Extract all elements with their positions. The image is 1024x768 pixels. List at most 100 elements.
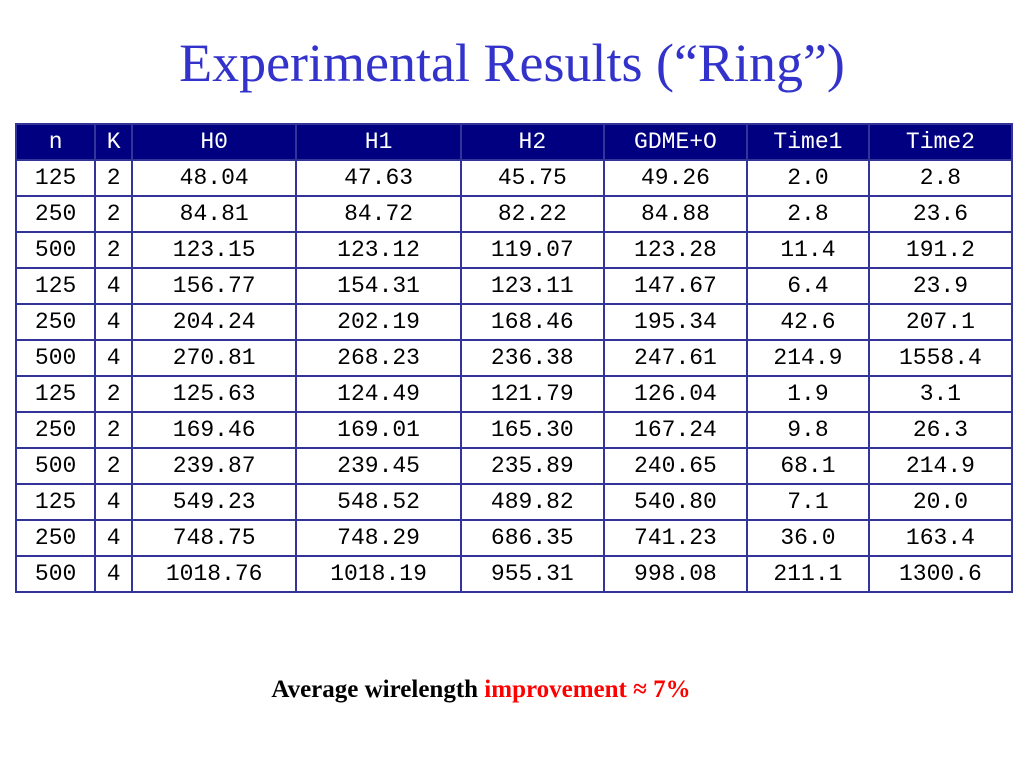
cell-k: 2 xyxy=(94,375,133,413)
cell-time1: 68.1 xyxy=(746,447,870,485)
cell-h2: 119.07 xyxy=(459,231,605,269)
cell-time1: 2.0 xyxy=(746,159,870,197)
cell-h0: 748.75 xyxy=(130,519,298,557)
cell-gdme-o: 123.28 xyxy=(602,231,749,269)
footer-approx: ≈ 7% xyxy=(626,676,691,703)
table-row: 125 4 549.23 548.52 489.82 540.80 7.1 20.0 xyxy=(14,483,1014,521)
cell-h0: 169.46 xyxy=(130,411,298,449)
slide-title: Experimental Results (“Ring”) xyxy=(179,33,845,93)
cell-time1: 7.1 xyxy=(746,483,870,521)
table-body: 125 2 48.04 47.63 45.75 49.26 2.0 2.8 250 2 84.81 8… xyxy=(14,159,1014,593)
cell-time2: 1558.4 xyxy=(867,339,1014,377)
cell-gdme-o: 741.23 xyxy=(602,519,749,557)
cell-k: 2 xyxy=(94,447,133,485)
table-row: 125 2 125.63 124.49 121.79 126.04 1.9 3.1 xyxy=(14,375,1014,413)
cell-h2: 236.38 xyxy=(459,339,605,377)
cell-k: 2 xyxy=(94,231,133,269)
cell-time1: 6.4 xyxy=(746,267,870,305)
cell-gdme-o: 126.04 xyxy=(602,375,749,413)
cell-n: 125 xyxy=(14,375,97,413)
cell-gdme-o: 167.24 xyxy=(602,411,749,449)
cell-h1: 169.01 xyxy=(295,411,462,449)
cell-h2: 489.82 xyxy=(459,483,605,521)
cell-h2: 82.22 xyxy=(459,195,605,233)
cell-time2: 23.6 xyxy=(867,195,1014,233)
footer-note: Average wirelength improvement ≈ 7% xyxy=(0,676,962,704)
cell-n: 125 xyxy=(14,483,97,521)
cell-gdme-o: 540.80 xyxy=(602,483,749,521)
cell-time1: 9.8 xyxy=(746,411,870,449)
cell-n: 125 xyxy=(14,159,97,197)
table-row: 250 4 204.24 202.19 168.46 195.34 42.6 207.1 xyxy=(14,303,1014,341)
cell-k: 2 xyxy=(94,195,133,233)
cell-time2: 207.1 xyxy=(867,303,1014,341)
cell-h2: 123.11 xyxy=(459,267,605,305)
cell-h0: 549.23 xyxy=(130,483,298,521)
cell-n: 500 xyxy=(14,447,97,485)
cell-gdme-o: 49.26 xyxy=(602,159,749,197)
cell-h2: 168.46 xyxy=(459,303,605,341)
cell-h0: 84.81 xyxy=(130,195,298,233)
cell-n: 500 xyxy=(14,231,97,269)
cell-k: 4 xyxy=(94,483,133,521)
cell-h2: 165.30 xyxy=(459,411,605,449)
table-row: 250 4 748.75 748.29 686.35 741.23 36.0 163.4 xyxy=(14,519,1014,557)
cell-h1: 268.23 xyxy=(295,339,462,377)
table-row: 250 2 84.81 84.72 82.22 84.88 2.8 23.6 xyxy=(14,195,1014,233)
cell-time2: 191.2 xyxy=(867,231,1014,269)
cell-time2: 20.0 xyxy=(867,483,1014,521)
cell-time2: 2.8 xyxy=(867,159,1014,197)
cell-k: 4 xyxy=(94,339,133,377)
cell-time2: 23.9 xyxy=(867,267,1014,305)
cell-h0: 125.63 xyxy=(130,375,298,413)
cell-h1: 123.12 xyxy=(295,231,462,269)
header-h1: H1 xyxy=(295,123,462,161)
cell-h0: 1018.76 xyxy=(130,555,298,593)
cell-gdme-o: 240.65 xyxy=(602,447,749,485)
cell-n: 250 xyxy=(14,195,97,233)
cell-time1: 42.6 xyxy=(746,303,870,341)
results-table: n K H0 H1 H2 GDME+O Time1 Time2 125 2 48.0… xyxy=(14,123,1014,593)
cell-time2: 1300.6 xyxy=(867,555,1014,593)
header-time1: Time1 xyxy=(746,123,870,161)
cell-k: 2 xyxy=(94,411,133,449)
header-h2: H2 xyxy=(459,123,605,161)
cell-gdme-o: 998.08 xyxy=(602,555,749,593)
cell-time1: 214.9 xyxy=(746,339,870,377)
cell-gdme-o: 147.67 xyxy=(602,267,749,305)
header-k: K xyxy=(94,123,133,161)
cell-h2: 955.31 xyxy=(459,555,605,593)
cell-time2: 26.3 xyxy=(867,411,1014,449)
cell-time1: 2.8 xyxy=(746,195,870,233)
cell-h2: 45.75 xyxy=(459,159,605,197)
header-gdme-o: GDME+O xyxy=(602,123,749,161)
cell-n: 250 xyxy=(14,303,97,341)
cell-h0: 239.87 xyxy=(130,447,298,485)
table-header-row: n K H0 H1 H2 GDME+O Time1 Time2 xyxy=(14,123,1014,161)
cell-n: 500 xyxy=(14,555,97,593)
cell-h2: 121.79 xyxy=(459,375,605,413)
cell-n: 250 xyxy=(14,519,97,557)
table-row: 125 4 156.77 154.31 123.11 147.67 6.4 23.9 xyxy=(14,267,1014,305)
cell-h2: 235.89 xyxy=(459,447,605,485)
cell-time1: 211.1 xyxy=(746,555,870,593)
cell-gdme-o: 247.61 xyxy=(602,339,749,377)
cell-time2: 214.9 xyxy=(867,447,1014,485)
cell-h1: 47.63 xyxy=(295,159,462,197)
cell-h0: 123.15 xyxy=(130,231,298,269)
header-n: n xyxy=(14,123,97,161)
cell-h0: 270.81 xyxy=(130,339,298,377)
table-row: 500 4 1018.76 1018.19 955.31 998.08 211.1 1300.… xyxy=(14,555,1014,593)
cell-k: 4 xyxy=(94,303,133,341)
cell-gdme-o: 195.34 xyxy=(602,303,749,341)
cell-h1: 124.49 xyxy=(295,375,462,413)
cell-gdme-o: 84.88 xyxy=(602,195,749,233)
cell-h1: 154.31 xyxy=(295,267,462,305)
cell-k: 4 xyxy=(94,267,133,305)
cell-h0: 204.24 xyxy=(130,303,298,341)
table-row: 500 2 239.87 239.45 235.89 240.65 68.1 214.9 xyxy=(14,447,1014,485)
header-time2: Time2 xyxy=(867,123,1014,161)
cell-h1: 748.29 xyxy=(295,519,462,557)
cell-h2: 686.35 xyxy=(459,519,605,557)
cell-time1: 1.9 xyxy=(746,375,870,413)
